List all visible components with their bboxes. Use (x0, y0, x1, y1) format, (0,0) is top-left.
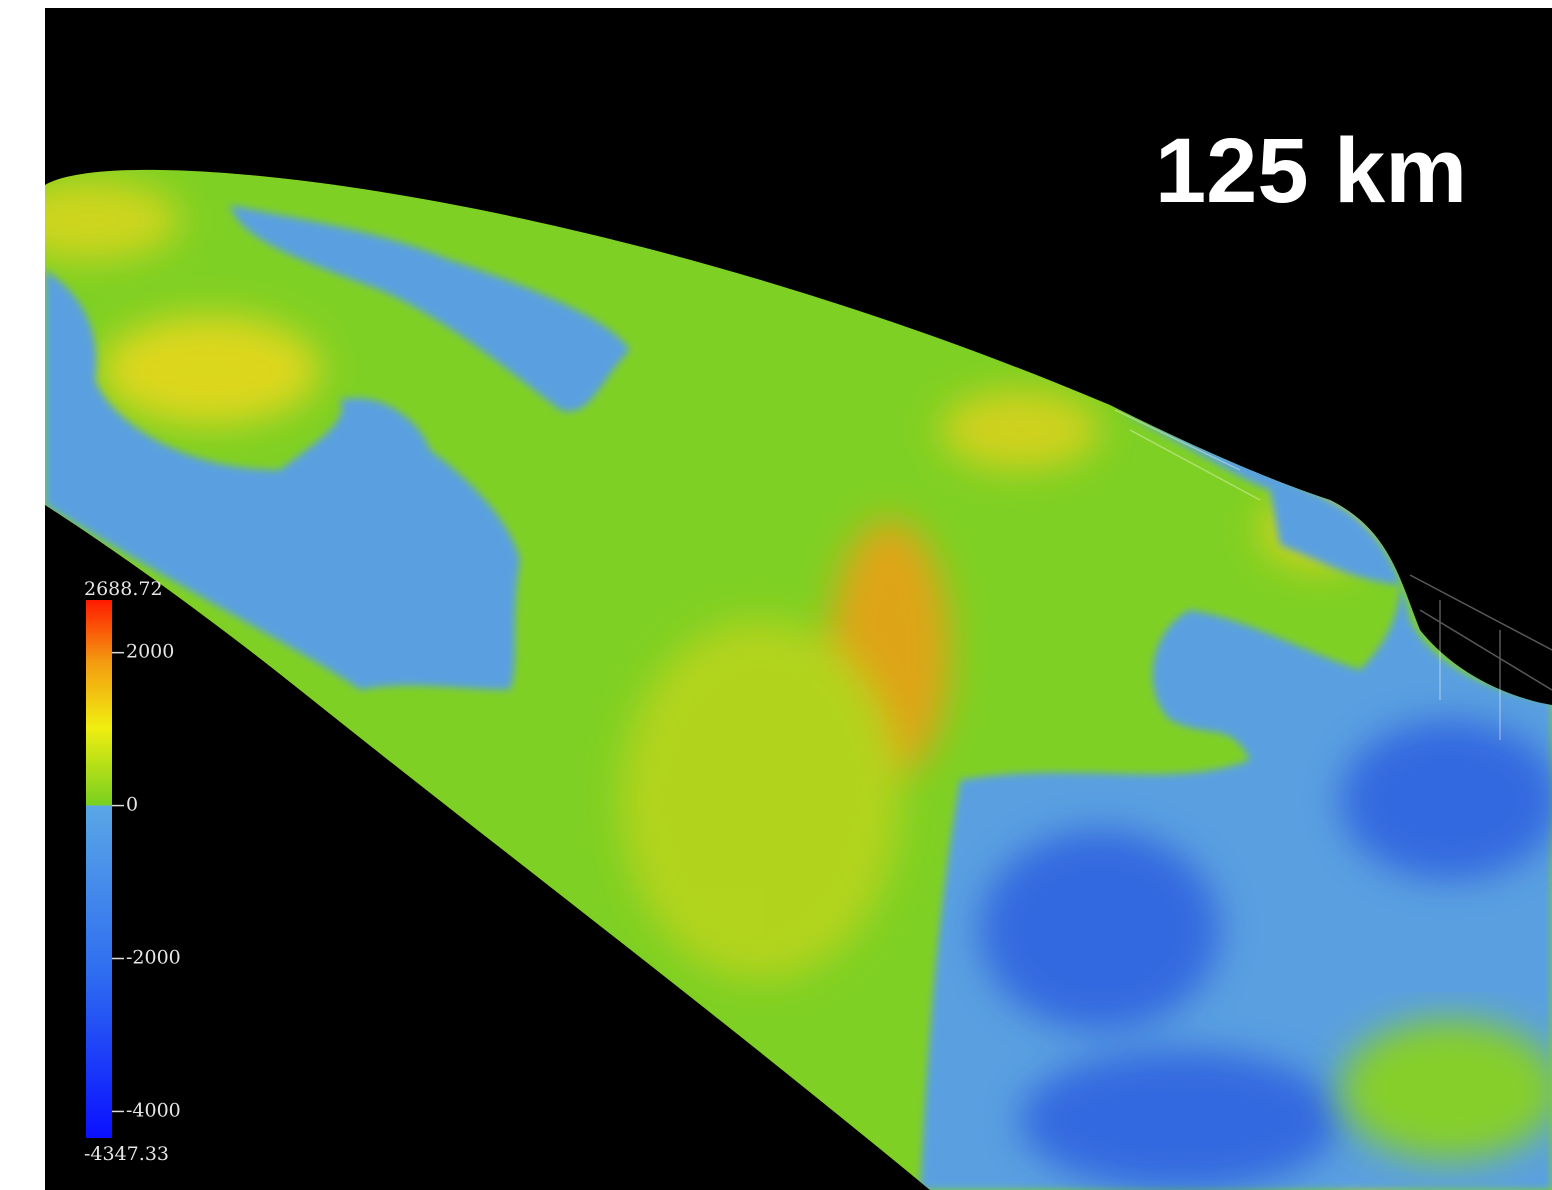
page: {"label": "125 km", "colorbar": {"range"… (0, 0, 1552, 1190)
colorbar-min-label: -4347.33 (84, 1143, 169, 1165)
colorbar-tick-label: 0 (126, 794, 138, 816)
colorbar-tick-label: -4000 (126, 1099, 181, 1121)
visualization: 125 km 2688.72 -4347.33 2000 0 -2000 -4000 (0, 0, 1552, 1190)
colorbar-tick-label: 2000 (126, 641, 174, 663)
depth-label: 125 km (1155, 120, 1467, 222)
colorbar-max-label: 2688.72 (84, 578, 163, 600)
colorbar-bar (86, 600, 112, 1138)
colorbar-tick-label: -2000 (126, 947, 181, 969)
body: 125 km 2688.72-4347.3320000-2000-4000 ((… (0, 0, 1552, 1190)
